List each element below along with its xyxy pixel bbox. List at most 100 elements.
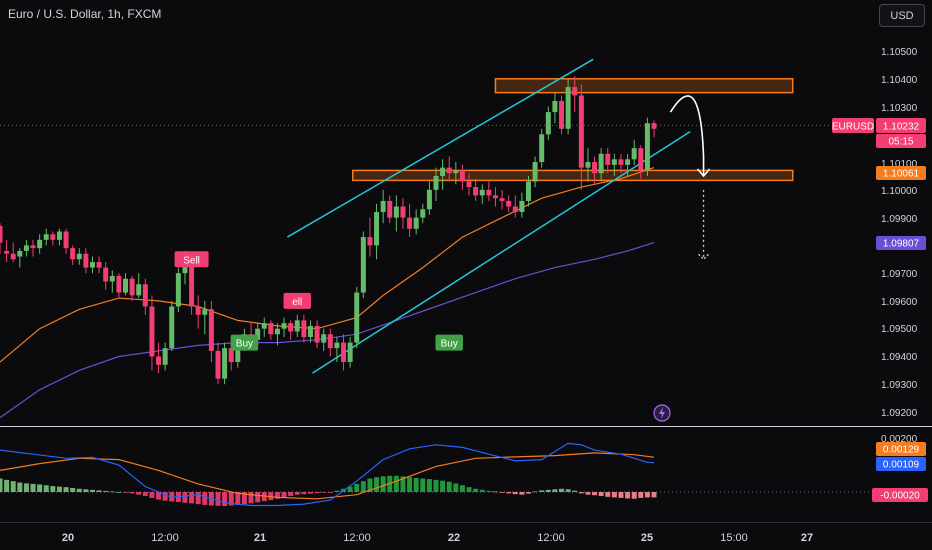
candle-body — [321, 334, 327, 343]
macd-hist-bar — [162, 492, 168, 501]
candle — [426, 181, 432, 215]
macd-hist-bar — [572, 490, 578, 492]
macd-badge-text: 0.00109 — [883, 460, 920, 471]
currency-selector-button[interactable]: USD — [879, 4, 925, 27]
candle-body — [360, 237, 366, 293]
macd-hist-bar — [618, 492, 624, 498]
candle-body — [149, 306, 155, 357]
price-badge-bg — [876, 134, 926, 148]
macd-hist-bar — [420, 478, 426, 492]
candle — [281, 317, 287, 338]
candle — [420, 203, 426, 224]
macd-hist-bar — [519, 492, 525, 495]
chart-title: Euro / U.S. Dollar, 1h, FXCM — [8, 7, 162, 21]
candle — [407, 203, 413, 238]
time-axis-label: 12:00 — [343, 532, 371, 544]
candle — [268, 320, 274, 340]
candle-body — [288, 323, 294, 332]
candle-body — [592, 162, 598, 174]
candle — [37, 234, 43, 254]
candle — [453, 162, 459, 185]
candle-body — [189, 259, 195, 307]
price-scale-label: 1.09500 — [881, 324, 918, 335]
macd-hist-bar — [23, 483, 29, 492]
macd-hist-bar — [248, 492, 254, 504]
candle-body — [70, 248, 76, 260]
candle-body — [572, 87, 578, 96]
candle-body — [83, 253, 89, 268]
macd-hist-bar — [644, 492, 650, 498]
macd-hist-bar — [367, 478, 373, 492]
macd-hist-bar — [466, 487, 472, 492]
candle-body — [539, 134, 545, 163]
price-badge-text: 05:15 — [888, 137, 913, 148]
candle — [341, 334, 347, 371]
candle-body — [307, 325, 313, 338]
candle-body — [169, 306, 175, 349]
candle-body — [492, 195, 498, 199]
macd-hist-bar — [301, 492, 307, 495]
candle — [539, 128, 545, 168]
macd-hist-bar — [129, 492, 135, 494]
candle-body — [459, 170, 465, 182]
macd-hist-bar — [532, 491, 538, 493]
candle-body — [195, 306, 201, 315]
candle — [314, 320, 320, 349]
macd-hist-bar — [605, 492, 611, 497]
candle-body — [374, 212, 380, 246]
candle — [261, 317, 267, 338]
candle-body — [525, 181, 531, 201]
price-scale-label: 1.09200 — [881, 408, 918, 419]
macd-hist-bar — [446, 481, 452, 492]
macd-signal-line — [0, 452, 655, 500]
candle — [327, 328, 333, 357]
candle — [354, 287, 360, 349]
candle — [598, 148, 604, 182]
candle-body — [426, 189, 432, 210]
candle-body — [50, 234, 56, 240]
candle — [83, 248, 89, 274]
time-axis-label: 21 — [254, 532, 266, 544]
candle — [446, 156, 452, 182]
candle-body — [605, 153, 611, 165]
candle-body — [466, 181, 472, 188]
macd-hist-bar — [156, 492, 162, 500]
candle — [96, 256, 102, 274]
candle-body — [327, 334, 333, 349]
candle-body — [116, 275, 122, 293]
macd-hist-bar — [453, 483, 459, 492]
candle — [208, 300, 214, 363]
candle-body — [631, 148, 637, 160]
macd-hist-bar — [539, 490, 545, 492]
candle-body — [532, 162, 538, 182]
candle-body — [96, 262, 102, 268]
macd-hist-bar — [235, 492, 241, 505]
candle-body — [261, 323, 267, 329]
macd-hist-bar — [407, 477, 413, 492]
candle — [274, 323, 280, 346]
candle — [195, 295, 201, 329]
macd-hist-bar — [116, 492, 122, 493]
candle-body — [76, 253, 82, 260]
candle — [156, 342, 162, 374]
candle — [116, 273, 122, 299]
candle-body — [63, 231, 69, 249]
candle — [0, 223, 3, 254]
macd-hist-bar — [136, 492, 142, 495]
candle — [109, 270, 115, 293]
candle — [123, 273, 129, 296]
candle — [374, 203, 380, 260]
macd-hist-bar — [123, 492, 129, 493]
candle-body — [393, 206, 399, 218]
macd-badge-bg — [876, 457, 926, 471]
candle-body — [512, 206, 518, 213]
price-scale-label: 1.10100 — [881, 159, 918, 170]
candle-body — [545, 112, 551, 135]
macd-hist-bar — [459, 485, 465, 492]
macd-hist-bar — [413, 477, 419, 492]
macd-hist-bar — [255, 492, 261, 503]
macd-hist-bar — [109, 491, 115, 493]
candle-body — [519, 200, 525, 213]
candle-body — [453, 170, 459, 174]
macd-hist-bar — [486, 490, 492, 492]
